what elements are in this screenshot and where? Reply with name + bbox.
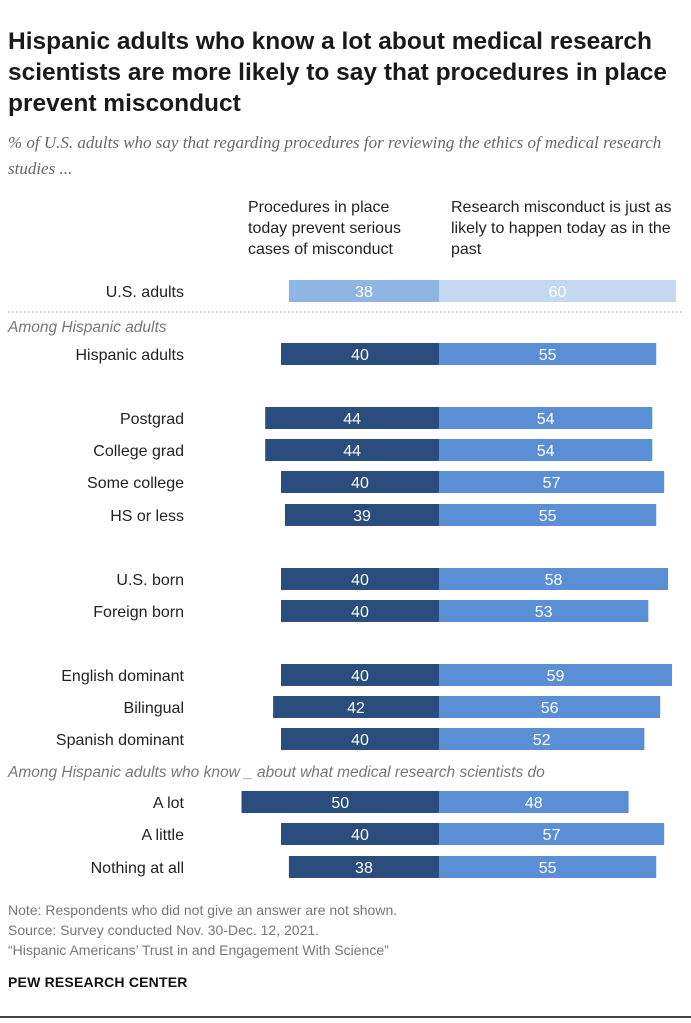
- bar-value-left: 40: [351, 732, 369, 749]
- bar-right: [439, 600, 649, 622]
- bar-left: [281, 664, 439, 686]
- category-label: Nothing at all: [91, 860, 184, 877]
- bar-value-right: 58: [545, 572, 563, 589]
- bar-value-left: 40: [351, 572, 369, 589]
- bar-value-left: 44: [343, 411, 361, 428]
- bar-value-left: 50: [331, 795, 349, 812]
- legend-series-right: Research misconduct is just as likely to…: [451, 199, 672, 258]
- bar-value-left: 40: [351, 668, 369, 685]
- category-label: College grad: [93, 443, 184, 460]
- category-label: HS or less: [110, 508, 184, 525]
- bar-right: [439, 696, 661, 718]
- bar-left: [288, 280, 439, 302]
- bar-right: [439, 791, 629, 813]
- report-title-text: “Hispanic Americans’ Trust in and Engage…: [8, 942, 389, 958]
- bar-value-left: 39: [353, 508, 371, 525]
- bar-value-right: 55: [539, 508, 557, 525]
- bar-right: [439, 568, 669, 590]
- bar-right: [439, 664, 673, 686]
- bar-value-left: 40: [351, 475, 369, 492]
- bar-left: [281, 823, 439, 845]
- bar-value-right: 59: [547, 668, 565, 685]
- bar-value-right: 54: [537, 411, 555, 428]
- note-text: Note: Respondents who did not give an an…: [8, 902, 398, 918]
- bottom-divider: [0, 1016, 691, 1018]
- bar-value-right: 52: [533, 732, 551, 749]
- bar-left: [281, 568, 439, 590]
- bar-value-left: 40: [351, 827, 369, 844]
- bar-right: [439, 407, 653, 429]
- bar-value-right: 57: [543, 827, 561, 844]
- chart-subtitle: % of U.S. adults who say that regarding …: [8, 133, 662, 178]
- category-label: Bilingual: [124, 700, 184, 717]
- bar-value-right: 53: [535, 604, 553, 621]
- chart-title: Hispanic adults who know a lot about med…: [8, 28, 668, 117]
- bar-value-left: 40: [351, 347, 369, 364]
- bar-value-right: 54: [537, 443, 555, 460]
- category-label: Hispanic adults: [76, 347, 185, 364]
- group-label: Among Hispanic adults: [7, 319, 167, 336]
- bar-right: [439, 728, 645, 750]
- bar-left: [288, 856, 439, 878]
- bar-right: [439, 343, 657, 365]
- category-label: A little: [141, 827, 184, 844]
- bar-left: [284, 504, 439, 526]
- bar-left: [241, 791, 439, 813]
- bar-right: [439, 504, 657, 526]
- bar-value-left: 40: [351, 604, 369, 621]
- category-label: Spanish dominant: [56, 732, 185, 749]
- bar-left: [281, 728, 439, 750]
- bar-left: [265, 407, 439, 429]
- bar-right: [439, 856, 657, 878]
- category-label: Postgrad: [120, 411, 184, 428]
- source-text: Source: Survey conducted Nov. 30-Dec. 12…: [8, 922, 320, 938]
- bar-value-right: 55: [539, 860, 557, 877]
- bar-value-right: 60: [549, 284, 567, 301]
- bar-left: [281, 343, 439, 365]
- bar-right: [439, 823, 665, 845]
- bar-value-left: 38: [355, 860, 373, 877]
- bar-value-left: 38: [355, 284, 373, 301]
- bar-value-left: 44: [343, 443, 361, 460]
- bar-left: [265, 439, 439, 461]
- bar-value-right: 55: [539, 347, 557, 364]
- diverging-bar-chart: 38 60 U.S. adults Among Hispanic adults 40 55…: [7, 280, 683, 878]
- bar-right: [439, 471, 665, 493]
- bar-right: [439, 439, 653, 461]
- category-label: U.S. adults: [106, 284, 184, 301]
- bar-right: [439, 280, 676, 302]
- legend-series-left: Procedures in place today prevent seriou…: [248, 199, 401, 258]
- pew-logo-text: PEW RESEARCH CENTER: [8, 974, 188, 990]
- group-label: Among Hispanic adults who know _ about w…: [7, 764, 545, 781]
- bar-value-right: 48: [525, 795, 543, 812]
- bar-left: [281, 600, 439, 622]
- bar-value-left: 42: [347, 700, 365, 717]
- bar-value-right: 57: [543, 475, 561, 492]
- category-label: U.S. born: [116, 572, 184, 589]
- bar-left: [273, 696, 439, 718]
- bar-value-right: 56: [541, 700, 559, 717]
- category-label: A lot: [153, 795, 185, 812]
- category-label: Foreign born: [93, 604, 184, 621]
- bar-left: [281, 471, 439, 493]
- category-label: Some college: [87, 475, 184, 492]
- category-label: English dominant: [61, 668, 184, 685]
